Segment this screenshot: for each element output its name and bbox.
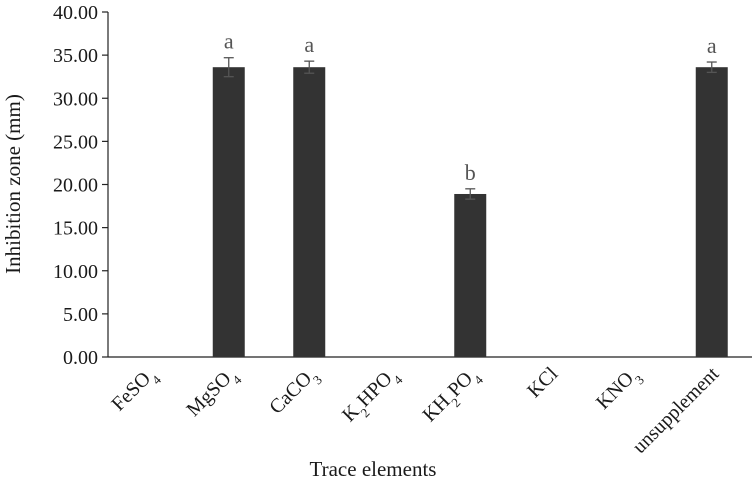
- x-tick-label: unsupplement: [628, 363, 723, 458]
- y-tick-label: 20.00: [53, 175, 98, 197]
- significance-label: a: [707, 33, 717, 58]
- bar: [454, 193, 487, 357]
- x-tick-label: FeSO4: [107, 363, 164, 420]
- axes: 0.00 5.00 10.00 15.00 20.00 25.00 30.00 35.00 40…: [53, 2, 752, 369]
- bars-group: a a b a: [212, 29, 728, 357]
- bar: [212, 67, 245, 357]
- significance-label: a: [224, 29, 234, 54]
- y-tick-label: 10.00: [53, 261, 98, 283]
- x-tick-label: K2HPO4: [338, 363, 406, 431]
- bar: [695, 67, 728, 357]
- x-tick-label: KH2PO4: [419, 363, 487, 431]
- bar: [293, 67, 326, 357]
- significance-label: a: [304, 32, 314, 57]
- y-tick-label: 5.00: [63, 304, 98, 326]
- y-tick-label: 25.00: [53, 131, 98, 153]
- y-tick-label: 30.00: [53, 88, 98, 110]
- y-axis-title: Inhibition zone (mm): [1, 94, 25, 274]
- x-tick-label: KNO3: [592, 363, 647, 418]
- x-tick-label: MgSO4: [182, 363, 244, 425]
- x-axis-title: Trace elements: [310, 457, 437, 481]
- significance-label: b: [465, 160, 476, 185]
- y-tick-label: 40.00: [53, 2, 98, 24]
- x-tick-label: CaCO3: [265, 363, 324, 422]
- y-tick-label: 35.00: [53, 45, 98, 67]
- y-tick-label: 0.00: [63, 347, 98, 369]
- y-tick-label: 15.00: [53, 218, 98, 240]
- x-tick-label: KCl: [523, 363, 562, 402]
